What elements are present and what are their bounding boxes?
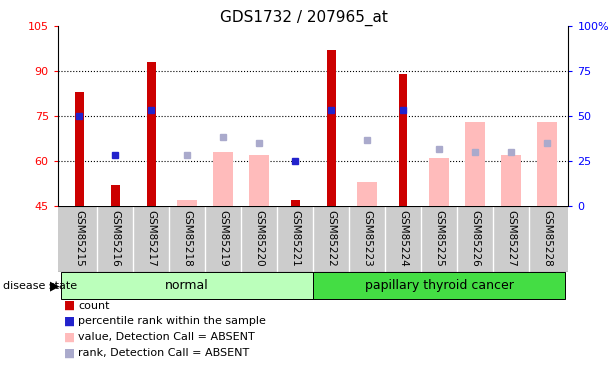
Bar (326, 50, 336, 206)
Text: GSM85221: GSM85221 (290, 210, 300, 266)
Bar (399, 74, 407, 206)
Text: GSM85226: GSM85226 (470, 210, 480, 266)
Bar (465, 122, 485, 206)
Text: disease state: disease state (3, 281, 77, 291)
Bar (429, 158, 449, 206)
Text: ▶: ▶ (50, 279, 60, 292)
Text: GSM85224: GSM85224 (398, 210, 408, 266)
Text: GSM85223: GSM85223 (362, 210, 372, 266)
Bar (249, 155, 269, 206)
Text: GSM85218: GSM85218 (182, 210, 192, 266)
Bar (75, 92, 84, 206)
Bar (313, 272, 565, 299)
Text: rank, Detection Call = ABSENT: rank, Detection Call = ABSENT (78, 348, 250, 358)
Text: GSM85215: GSM85215 (74, 210, 85, 266)
Text: count: count (78, 301, 110, 310)
Text: GSM85225: GSM85225 (434, 210, 444, 266)
Bar (291, 200, 300, 206)
Bar (178, 200, 197, 206)
Text: ■: ■ (64, 331, 75, 344)
Bar (61, 272, 313, 299)
Text: GSM85217: GSM85217 (147, 210, 156, 266)
Text: papillary thyroid cancer: papillary thyroid cancer (365, 279, 513, 292)
Text: normal: normal (165, 279, 209, 292)
Bar (537, 122, 557, 206)
Text: GSM85216: GSM85216 (110, 210, 120, 266)
Text: GSM85220: GSM85220 (254, 210, 264, 266)
Text: ■: ■ (64, 346, 75, 359)
Text: GSM85219: GSM85219 (218, 210, 228, 266)
Bar (213, 152, 233, 206)
Text: GSM85228: GSM85228 (542, 210, 552, 266)
Text: GDS1732 / 207965_at: GDS1732 / 207965_at (220, 9, 388, 26)
Bar (147, 62, 156, 206)
Text: ■: ■ (64, 299, 75, 312)
Text: GSM85227: GSM85227 (506, 210, 516, 266)
Text: percentile rank within the sample: percentile rank within the sample (78, 316, 266, 326)
Bar (111, 185, 120, 206)
Bar (501, 155, 521, 206)
Text: GSM85222: GSM85222 (326, 210, 336, 266)
Bar (357, 182, 377, 206)
Text: ■: ■ (64, 315, 75, 328)
Text: value, Detection Call = ABSENT: value, Detection Call = ABSENT (78, 332, 255, 342)
